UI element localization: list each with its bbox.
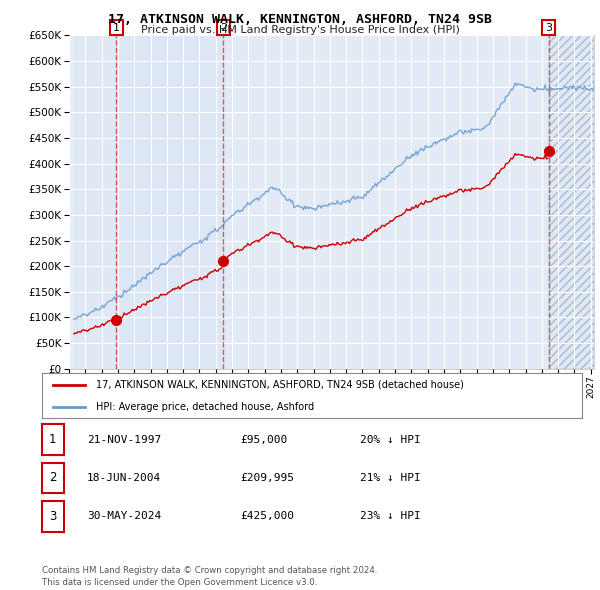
Text: £209,995: £209,995 (240, 473, 294, 483)
Bar (548, 35, 594, 369)
Text: 3: 3 (545, 22, 552, 32)
Text: 30-MAY-2024: 30-MAY-2024 (87, 512, 161, 521)
Bar (74, 35, 116, 369)
Text: 21-NOV-1997: 21-NOV-1997 (87, 435, 161, 444)
Bar (548, 35, 594, 369)
Text: 23% ↓ HPI: 23% ↓ HPI (360, 512, 421, 521)
Bar (116, 35, 223, 369)
Text: 1: 1 (49, 433, 56, 446)
Text: £95,000: £95,000 (240, 435, 287, 444)
Text: Price paid vs. HM Land Registry's House Price Index (HPI): Price paid vs. HM Land Registry's House … (140, 25, 460, 35)
Text: 2: 2 (49, 471, 56, 484)
Text: HPI: Average price, detached house, Ashford: HPI: Average price, detached house, Ashf… (96, 402, 314, 412)
Text: 20% ↓ HPI: 20% ↓ HPI (360, 435, 421, 444)
Text: 1: 1 (113, 22, 120, 32)
Text: Contains HM Land Registry data © Crown copyright and database right 2024.
This d: Contains HM Land Registry data © Crown c… (42, 566, 377, 587)
Text: 17, ATKINSON WALK, KENNINGTON, ASHFORD, TN24 9SB: 17, ATKINSON WALK, KENNINGTON, ASHFORD, … (108, 13, 492, 26)
Text: 21% ↓ HPI: 21% ↓ HPI (360, 473, 421, 483)
Text: 18-JUN-2004: 18-JUN-2004 (87, 473, 161, 483)
Text: 2: 2 (220, 22, 227, 32)
Text: £425,000: £425,000 (240, 512, 294, 521)
Text: 3: 3 (49, 510, 56, 523)
Bar (223, 35, 548, 369)
Text: 17, ATKINSON WALK, KENNINGTON, ASHFORD, TN24 9SB (detached house): 17, ATKINSON WALK, KENNINGTON, ASHFORD, … (96, 379, 464, 389)
